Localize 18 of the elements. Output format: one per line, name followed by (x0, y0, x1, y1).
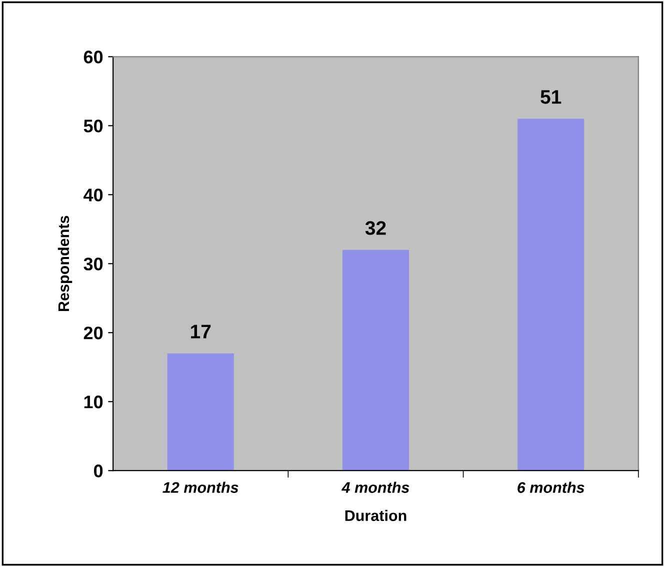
x-axis-title: Duration (345, 510, 406, 522)
x-tick-label: 6 months (518, 482, 584, 493)
bar (518, 118, 584, 471)
y-tick-label: 40 (84, 188, 103, 202)
x-tick-label: 4 months (342, 482, 410, 493)
y-axis-title: Respondents (58, 216, 72, 312)
y-tick-label: 50 (84, 120, 103, 132)
y-tick-label: 10 (84, 396, 103, 408)
x-tick-label: 12 months (162, 482, 238, 493)
y-tick-label: 20 (84, 326, 103, 340)
data-label: 32 (365, 221, 386, 235)
bar (342, 250, 409, 471)
data-label: 17 (191, 324, 211, 338)
y-tick-label: 0 (94, 464, 103, 478)
data-label: 51 (540, 90, 562, 104)
y-tick-label: 30 (84, 258, 103, 270)
y-tick-label: 60 (84, 50, 103, 64)
bar (167, 353, 234, 471)
